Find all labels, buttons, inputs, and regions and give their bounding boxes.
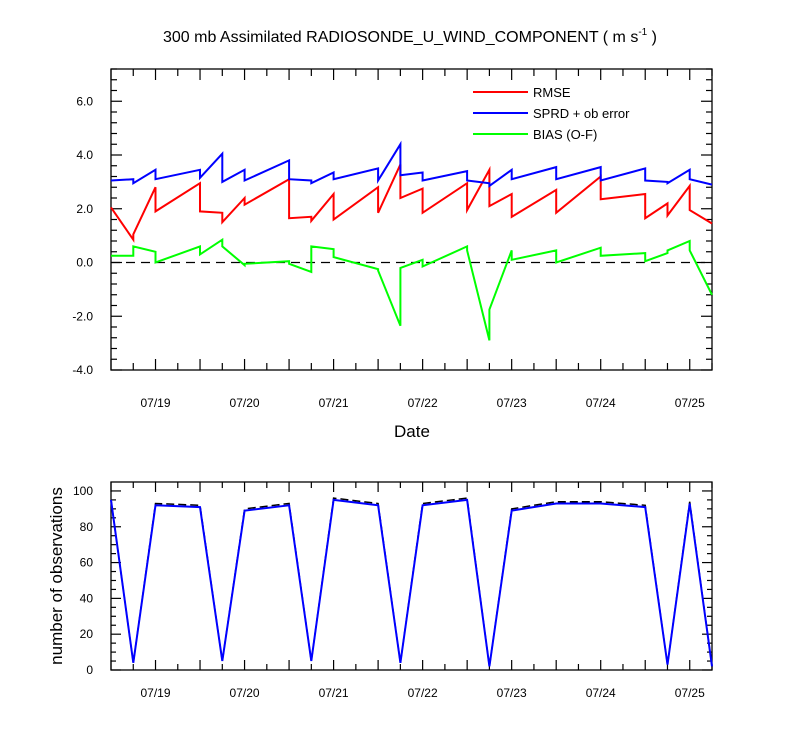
top-plot-panel: -4.0 -2.0 0.0 2.0 4.0 6.0 07/19 07/20 07/21 07/2… — [72, 68, 713, 441]
legend-label: RMSE — [533, 85, 571, 100]
bottom-series-group — [110, 497, 713, 667]
y-tick-label: 4.0 — [76, 148, 93, 162]
top-x-tick-labels: 07/19 07/20 07/21 07/22 07/23 07/24 07/25 — [141, 396, 706, 410]
top-series-group — [110, 140, 713, 341]
y-tick-label: 0.0 — [76, 256, 93, 270]
x-tick-label: 07/24 — [586, 686, 616, 700]
chart-title-end: ) — [647, 29, 657, 46]
chart-title-superscript: -1 — [638, 27, 647, 38]
x-axis-title: Date — [394, 422, 430, 441]
legend-label: SPRD + ob error — [533, 106, 630, 121]
x-tick-label: 07/23 — [497, 396, 527, 410]
y-tick-label: 60 — [80, 556, 94, 570]
bottom-x-tick-labels: 07/19 07/20 07/21 07/22 07/23 07/24 07/25 — [141, 686, 706, 700]
series-line-bias-o-f — [111, 237, 713, 341]
x-tick-label: 07/20 — [230, 396, 260, 410]
chart-title: 300 mb Assimilated RADIOSONDE_U_WIND_COM… — [163, 27, 657, 46]
y-tick-label: 20 — [80, 627, 94, 641]
x-tick-label: 07/21 — [319, 686, 349, 700]
y-tick-label: 2.0 — [76, 202, 93, 216]
series-line-observations-used — [110, 498, 713, 667]
bottom-plot-frame — [110, 481, 713, 671]
top-ticks — [110, 68, 713, 371]
y-axis-title-observations: number of observations — [47, 487, 66, 665]
y-tick-label: 40 — [80, 591, 94, 605]
y-tick-label: 100 — [73, 484, 93, 498]
x-tick-label: 07/24 — [586, 396, 616, 410]
bottom-ticks — [110, 482, 713, 671]
x-tick-label: 07/19 — [141, 396, 171, 410]
x-tick-label: 07/21 — [319, 396, 349, 410]
x-tick-label: 07/25 — [675, 396, 705, 410]
x-tick-label: 07/19 — [141, 686, 171, 700]
chart-title-main: 300 mb Assimilated RADIOSONDE_U_WIND_COM… — [163, 29, 638, 46]
legend-label: BIAS (O-F) — [533, 127, 597, 142]
series-line-sprd-ob-error — [110, 140, 713, 188]
legend: RMSE SPRD + ob error BIAS (O-F) — [473, 85, 630, 142]
top-y-tick-labels: -4.0 -2.0 0.0 2.0 4.0 6.0 — [72, 94, 93, 377]
series-line-rmse — [110, 163, 713, 243]
y-tick-label: -4.0 — [72, 363, 93, 377]
x-tick-label: 07/20 — [230, 686, 260, 700]
x-tick-label: 07/22 — [408, 686, 438, 700]
x-tick-label: 07/23 — [497, 686, 527, 700]
y-tick-label: 0 — [86, 663, 93, 677]
x-tick-label: 07/22 — [408, 396, 438, 410]
y-tick-label: 6.0 — [76, 94, 93, 108]
y-tick-label: 80 — [80, 520, 94, 534]
y-tick-label: -2.0 — [72, 309, 93, 323]
bottom-y-tick-labels: 0 20 40 60 80 100 — [73, 484, 93, 677]
x-tick-label: 07/25 — [675, 686, 705, 700]
